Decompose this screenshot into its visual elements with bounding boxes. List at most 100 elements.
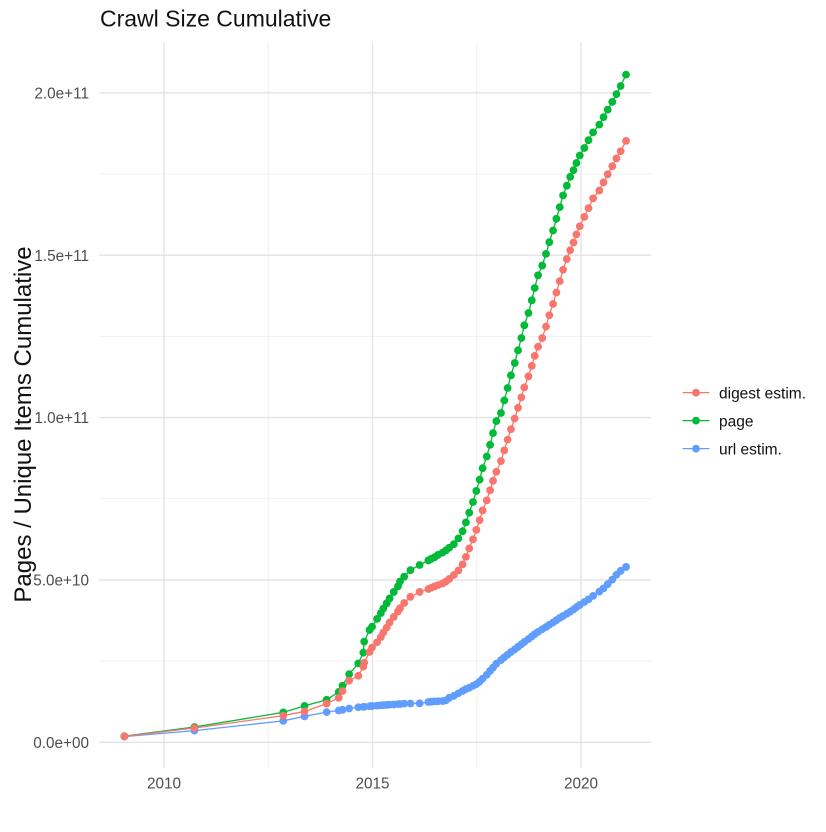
data-point <box>622 563 630 571</box>
legend-item-url-estim-: url estim. <box>682 441 782 458</box>
data-point <box>454 534 463 543</box>
legend-key-point <box>692 388 700 397</box>
data-point <box>300 707 309 716</box>
data-point <box>559 265 567 274</box>
data-point <box>469 535 477 544</box>
y-tick-label: 1.5e+11 <box>34 248 89 265</box>
data-point <box>566 246 575 255</box>
legend-item-page: page <box>682 413 753 430</box>
data-point <box>400 572 409 581</box>
data-point <box>472 487 481 495</box>
data-point <box>612 154 621 163</box>
data-point <box>400 699 409 708</box>
data-point <box>595 186 604 195</box>
data-point <box>472 526 481 534</box>
data-point <box>616 566 625 575</box>
data-point <box>608 97 617 106</box>
data-point <box>514 346 522 355</box>
data-point <box>514 403 522 412</box>
data-point <box>389 613 398 621</box>
data-point <box>478 464 487 473</box>
data-point <box>599 178 608 187</box>
data-point <box>462 552 470 561</box>
y-tick-label: 0.0e+00 <box>33 735 89 752</box>
data-point <box>555 203 564 212</box>
data-point <box>300 702 309 710</box>
data-point <box>360 637 369 646</box>
data-point <box>520 383 529 392</box>
legend-key-point <box>692 416 700 425</box>
data-point <box>492 467 501 476</box>
chart-title: Crawl Size Cumulative <box>100 6 331 32</box>
data-point <box>489 429 497 438</box>
data-point <box>510 414 519 423</box>
data-point <box>542 249 550 258</box>
data-point <box>120 732 129 741</box>
data-point <box>580 144 589 152</box>
data-point <box>622 136 630 145</box>
y-axis-title: Pages / Unique Items Cumulative <box>10 246 37 602</box>
data-point <box>500 446 509 455</box>
data-point <box>507 371 515 380</box>
data-point <box>559 191 567 200</box>
data-point <box>572 230 581 239</box>
legend-item-digest-estim-: digest estim. <box>682 385 806 402</box>
data-point <box>322 708 331 716</box>
data-point <box>517 334 526 342</box>
data-point <box>608 162 617 171</box>
legend-label: page <box>719 413 753 430</box>
data-point <box>538 334 547 342</box>
data-point <box>469 498 477 506</box>
data-point <box>527 296 536 305</box>
data-point <box>603 105 612 114</box>
data-point <box>510 359 519 367</box>
data-point <box>345 704 354 713</box>
data-point <box>569 166 578 174</box>
data-point <box>482 496 491 505</box>
data-point <box>482 452 491 461</box>
x-tick-label: 2020 <box>564 776 598 793</box>
data-point <box>454 566 463 575</box>
data-point <box>589 591 597 600</box>
data-point <box>449 540 458 549</box>
data-point <box>534 342 542 351</box>
data-point <box>555 277 564 286</box>
data-point <box>458 560 467 569</box>
data-point <box>345 676 354 685</box>
data-point <box>527 362 536 370</box>
data-point <box>552 214 561 223</box>
x-tick-label: 2010 <box>147 776 181 793</box>
data-point <box>475 516 484 525</box>
data-point <box>603 170 612 179</box>
data-point <box>360 658 369 667</box>
data-point <box>503 384 512 392</box>
data-point <box>562 181 571 190</box>
grid-major-lines <box>99 41 652 768</box>
data-point <box>520 321 529 330</box>
data-point <box>334 693 343 702</box>
data-point <box>373 614 381 623</box>
data-point <box>507 425 515 434</box>
data-point <box>530 284 539 292</box>
data-point <box>359 648 368 657</box>
data-point <box>338 705 347 714</box>
data-point <box>475 475 484 484</box>
data-point <box>190 724 199 732</box>
y-tick-label: 2.0e+11 <box>34 85 89 102</box>
legend-key-point <box>692 444 700 453</box>
data-point <box>575 222 584 231</box>
data-point <box>589 194 597 203</box>
series-points <box>120 70 630 741</box>
data-point <box>500 396 509 405</box>
data-point <box>616 82 625 90</box>
data-point <box>524 309 533 317</box>
data-point <box>458 527 467 536</box>
data-point <box>406 699 415 708</box>
data-point <box>497 409 505 417</box>
legend-label: digest estim. <box>719 385 806 402</box>
data-point <box>566 173 575 181</box>
x-axis-tick-labels: 2010 2015 2020 <box>147 776 598 793</box>
data-point <box>530 351 539 360</box>
data-point <box>465 508 474 517</box>
